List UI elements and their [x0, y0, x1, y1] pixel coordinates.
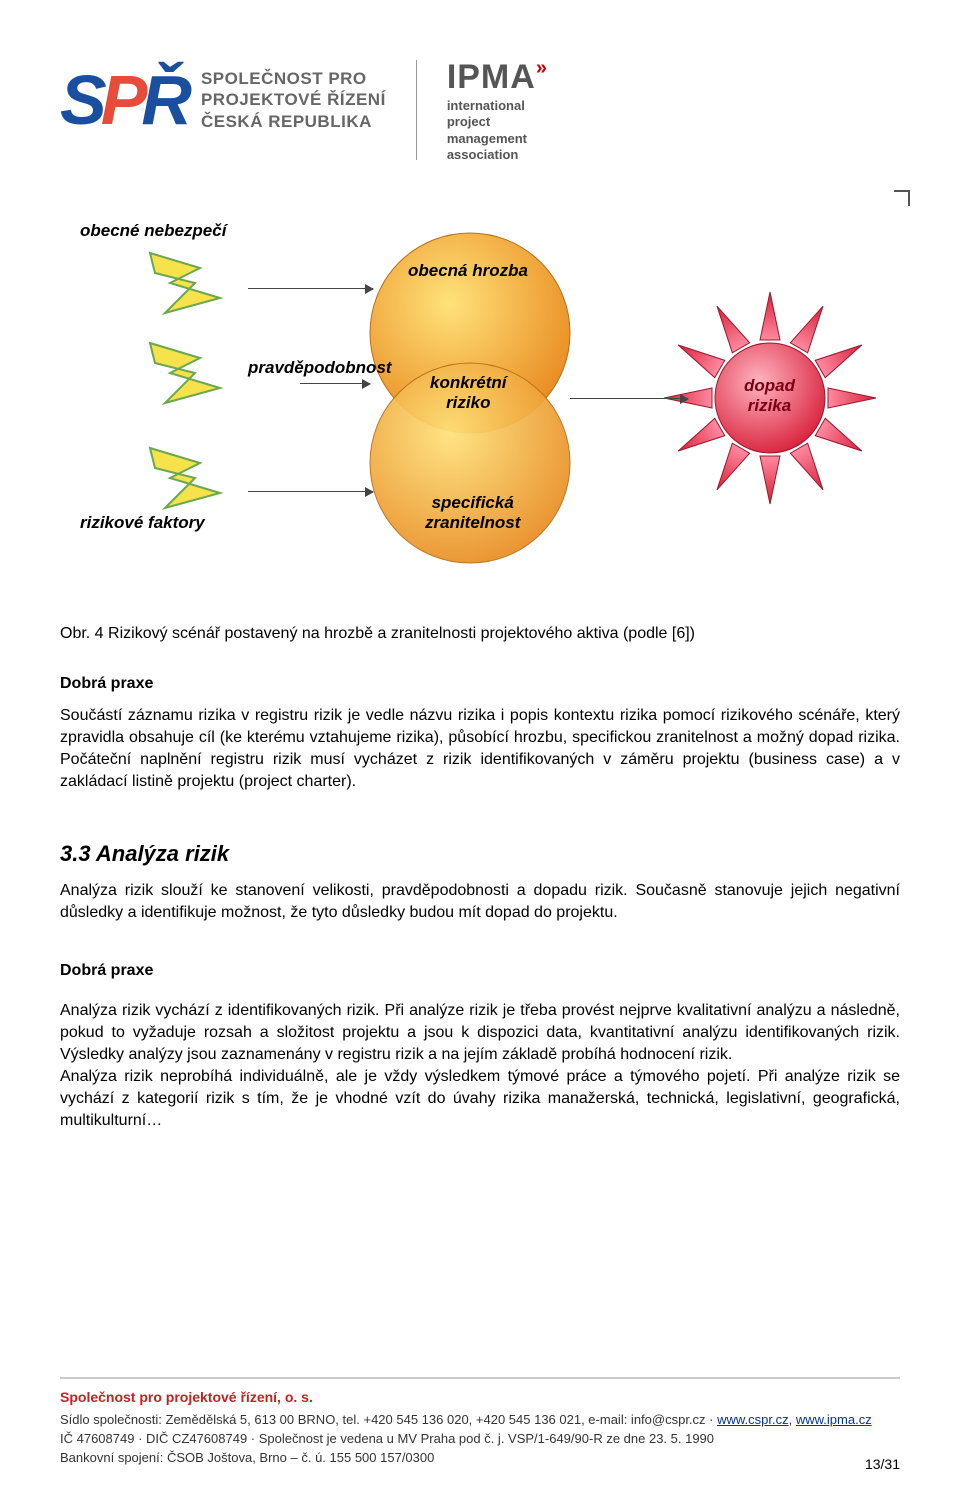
footer-link-ipma[interactable]: www.ipma.cz	[796, 1412, 872, 1427]
page-number: 13/31	[865, 1456, 900, 1472]
label-rizikove-faktory: rizikové faktory	[80, 513, 205, 533]
spr-line3: ČESKÁ REPUBLIKA	[201, 111, 386, 132]
ipma-wordmark: IPMA»	[447, 60, 548, 94]
page-header: SPŘ SPOLEČNOST PRO PROJEKTOVÉ ŘÍZENÍ ČES…	[60, 60, 900, 163]
bolt-icon	[150, 343, 220, 403]
section-label: Dobrá praxe	[60, 673, 900, 695]
label-obecna-hrozba: obecná hrozba	[408, 261, 528, 281]
page-footer: Společnost pro projektové řízení, o. s. …	[60, 1377, 900, 1468]
risk-diagram: obecné nebezpečí pravděpodobnost rizikov…	[70, 213, 890, 593]
spr-logo: SPŘ SPOLEČNOST PRO PROJEKTOVÉ ŘÍZENÍ ČES…	[60, 60, 386, 140]
footer-title: Společnost pro projektové řízení, o. s.	[60, 1389, 900, 1405]
spr-line2: PROJEKTOVÉ ŘÍZENÍ	[201, 89, 386, 110]
arrow-icon	[248, 288, 373, 289]
ipma-subtitle: international project management associa…	[447, 98, 548, 163]
footer-bank: Bankovní spojení: ČSOB Joštova, Brno – č…	[60, 1449, 900, 1468]
arrow-icon	[300, 383, 370, 384]
section-label: Dobrá praxe	[60, 960, 900, 982]
label-dopad-2: rizika	[744, 396, 795, 416]
spr-org-text: SPOLEČNOST PRO PROJEKTOVÉ ŘÍZENÍ ČESKÁ R…	[201, 68, 386, 132]
arrow-icon	[570, 398, 688, 399]
spr-wordmark: SPŘ	[60, 60, 186, 140]
paragraph: Analýza rizik slouží ke stanovení veliko…	[60, 880, 900, 924]
footer-divider	[60, 1377, 900, 1379]
figure-caption: Obr. 4 Rizikový scénář postavený na hroz…	[60, 623, 900, 645]
heading-3-3: 3.3 Analýza rizik	[60, 839, 900, 869]
paragraph: Analýza rizik vychází z identifikovaných…	[60, 1000, 900, 1066]
paragraph: Součástí záznamu rizika v registru rizik…	[60, 705, 900, 793]
bolt-icon	[150, 448, 220, 508]
label-dopad-1: dopad	[744, 376, 795, 396]
label-specificka-1: specifická	[425, 493, 520, 513]
spr-line1: SPOLEČNOST PRO	[201, 68, 386, 89]
footer-address: Sídlo společnosti: Zemědělská 5, 613 00 …	[60, 1411, 900, 1430]
label-obecne-nebezpeci: obecné nebezpečí	[80, 221, 226, 241]
paragraph: Analýza rizik neprobíhá individuálně, al…	[60, 1066, 900, 1132]
arrow-icon	[248, 491, 373, 492]
label-konkretni-riziko-2: riziko	[430, 393, 507, 413]
footer-link-cspr[interactable]: www.cspr.cz	[717, 1412, 789, 1427]
label-konkretni-riziko-1: konkrétní	[430, 373, 507, 393]
label-specificka-2: zranitelnost	[425, 513, 520, 533]
label-pravdepodobnost: pravděpodobnost	[248, 358, 392, 378]
crop-mark-icon	[894, 190, 910, 206]
header-divider	[416, 60, 417, 160]
bolt-icon	[150, 253, 220, 313]
ipma-logo: IPMA» international project management a…	[447, 60, 548, 163]
footer-reg: IČ 47608749 · DIČ CZ47608749 · Společnos…	[60, 1430, 900, 1449]
